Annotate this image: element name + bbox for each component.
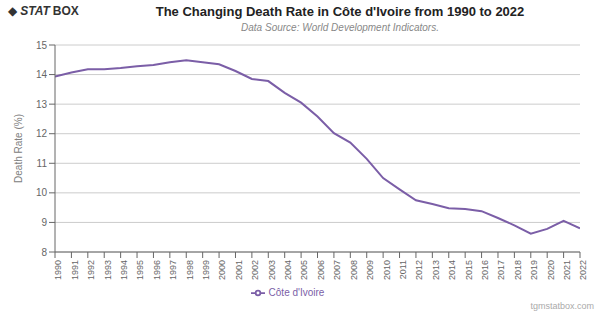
svg-text:2007: 2007 xyxy=(332,260,342,280)
svg-text:11: 11 xyxy=(37,158,48,169)
html-text:tgmstatbox.com: tgmstatbox.com xyxy=(530,301,594,311)
svg-text:1999: 1999 xyxy=(201,260,211,280)
svg-text:2010: 2010 xyxy=(382,260,392,280)
svg-text:2017: 2017 xyxy=(496,260,506,280)
svg-text:2008: 2008 xyxy=(349,260,359,280)
svg-text:2019: 2019 xyxy=(529,260,539,280)
html-text:The Changing Death Rate in Côt: The Changing Death Rate in Côte d'Ivoire… xyxy=(155,4,525,19)
svg-text:2011: 2011 xyxy=(398,260,408,279)
svg-text:10: 10 xyxy=(36,187,48,198)
svg-text:2018: 2018 xyxy=(513,260,523,280)
svg-text:1995: 1995 xyxy=(135,260,145,280)
svg-text:2003: 2003 xyxy=(267,260,277,280)
svg-text:2020: 2020 xyxy=(546,260,556,280)
html-text:◆ STAT BOX: ◆ STAT BOX xyxy=(8,4,79,18)
svg-text:1993: 1993 xyxy=(103,260,113,280)
svg-text:2015: 2015 xyxy=(464,260,474,280)
svg-text:1998: 1998 xyxy=(185,260,195,280)
html-text:Côte d'Ivoire: Côte d'Ivoire xyxy=(268,286,325,298)
svg-text:1996: 1996 xyxy=(152,260,162,280)
svg-text:8: 8 xyxy=(41,247,47,258)
svg-text:1992: 1992 xyxy=(86,260,96,280)
svg-text:2012: 2012 xyxy=(414,260,424,280)
svg-text:2002: 2002 xyxy=(250,260,260,280)
html-text:Data Source: World Development: Data Source: World Development Indicator… xyxy=(241,22,439,33)
svg-text:1991: 1991 xyxy=(70,260,80,280)
svg-text:2022: 2022 xyxy=(578,260,588,280)
svg-text:2014: 2014 xyxy=(447,260,457,280)
svg-text:2001: 2001 xyxy=(234,260,244,280)
svg-text:2005: 2005 xyxy=(299,260,309,280)
svg-text:1994: 1994 xyxy=(119,260,129,280)
svg-text:2006: 2006 xyxy=(316,260,326,280)
svg-text:2000: 2000 xyxy=(217,260,227,280)
svg-text:14: 14 xyxy=(36,69,48,80)
svg-text:13: 13 xyxy=(36,99,48,110)
svg-text:1997: 1997 xyxy=(168,260,178,280)
svg-text:2016: 2016 xyxy=(480,260,490,280)
svg-text:2004: 2004 xyxy=(283,260,293,280)
svg-text:Death Rate (%): Death Rate (%) xyxy=(13,114,24,183)
svg-text:12: 12 xyxy=(36,128,48,139)
svg-text:2021: 2021 xyxy=(562,260,572,280)
svg-text:2009: 2009 xyxy=(365,260,375,280)
svg-text:15: 15 xyxy=(36,40,48,51)
svg-text:2013: 2013 xyxy=(431,260,441,280)
svg-text:1990: 1990 xyxy=(53,260,63,280)
svg-text:9: 9 xyxy=(41,217,47,228)
